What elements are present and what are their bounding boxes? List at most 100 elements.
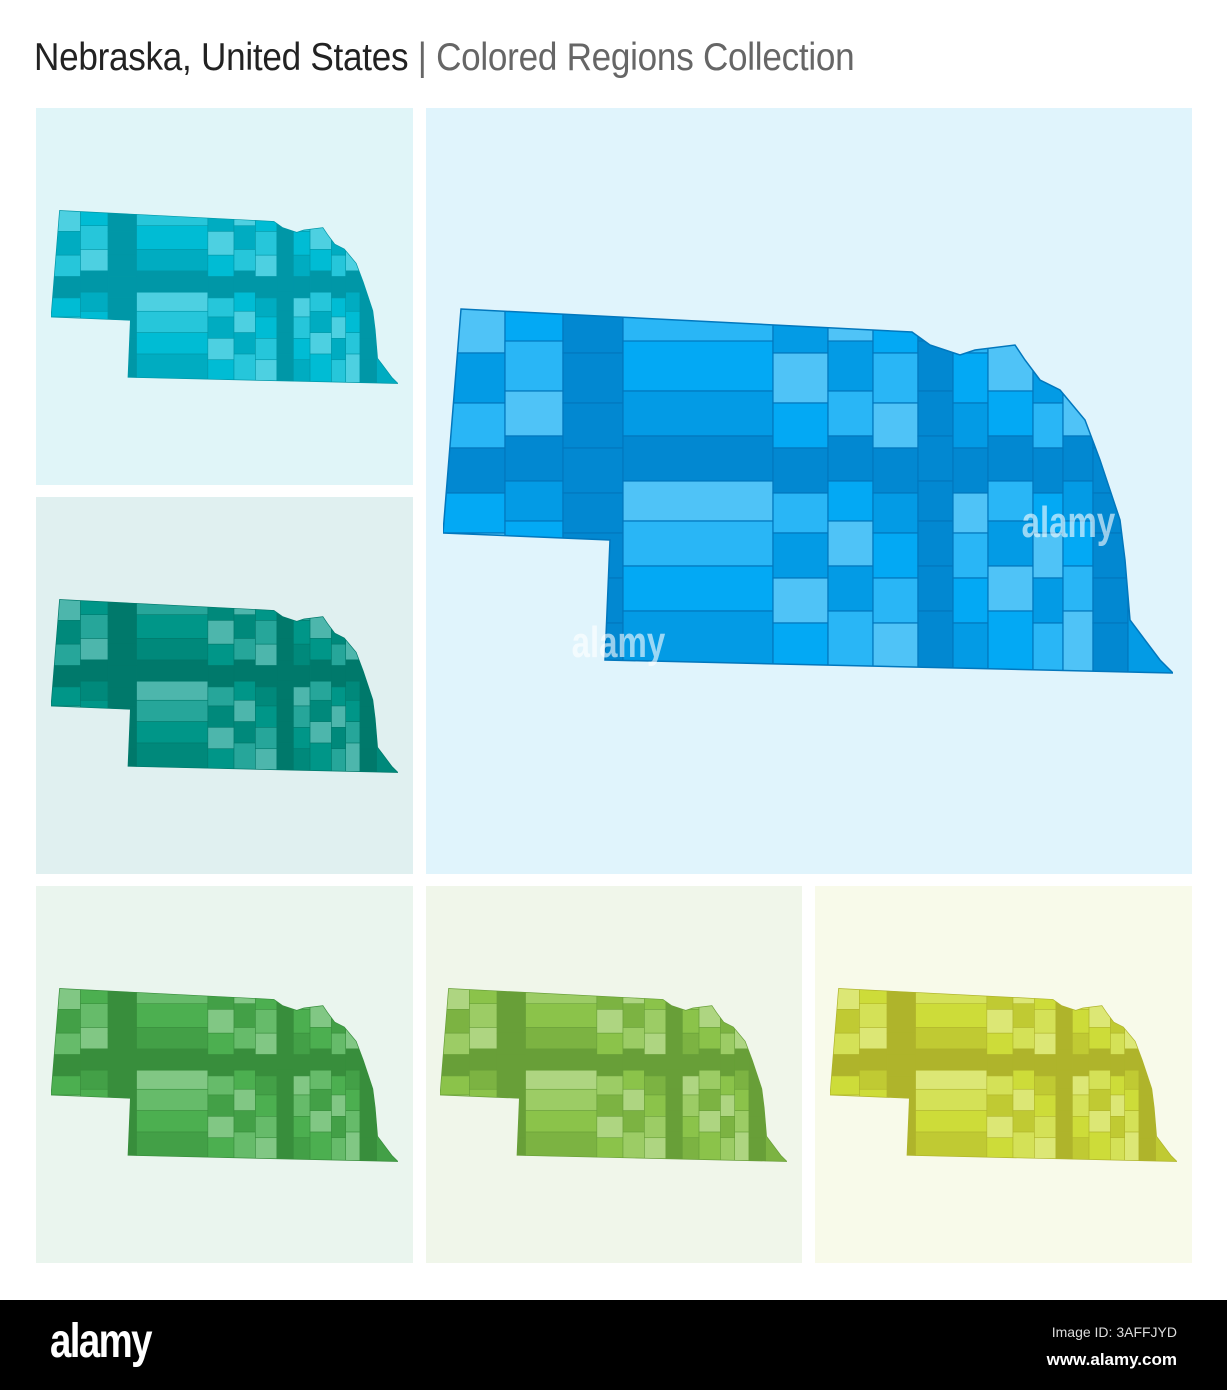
nebraska-map-cyan — [51, 210, 398, 384]
county — [233, 638, 256, 661]
county — [987, 480, 1034, 522]
county — [1124, 1131, 1140, 1162]
county — [917, 565, 954, 612]
county — [1138, 1137, 1156, 1162]
county — [859, 1027, 888, 1050]
county — [1032, 309, 1064, 354]
county — [765, 1027, 787, 1050]
county — [309, 1003, 332, 1028]
county — [440, 1094, 470, 1117]
county — [293, 620, 311, 645]
county — [276, 1069, 294, 1090]
county — [359, 643, 377, 666]
county — [345, 310, 361, 333]
alamy-logo[interactable]: alamy — [50, 1315, 152, 1368]
county — [136, 353, 209, 384]
county — [107, 620, 137, 645]
county — [309, 638, 332, 661]
county — [1124, 1003, 1140, 1028]
county — [987, 390, 1034, 437]
county — [276, 1088, 294, 1111]
county — [644, 1032, 667, 1055]
county — [207, 643, 235, 666]
county — [644, 1094, 667, 1117]
county — [952, 492, 989, 534]
county — [359, 1075, 377, 1096]
county — [1062, 435, 1094, 482]
county — [136, 291, 209, 312]
county — [1032, 577, 1064, 624]
county — [376, 680, 398, 701]
county — [276, 353, 294, 384]
county — [376, 332, 398, 355]
county — [886, 1075, 916, 1096]
county — [276, 614, 294, 639]
county — [80, 291, 109, 312]
county — [1155, 1027, 1177, 1050]
county — [765, 988, 787, 1010]
county — [293, 599, 311, 621]
county — [359, 1116, 377, 1139]
county — [827, 610, 874, 673]
county — [207, 316, 235, 339]
county — [1088, 1110, 1111, 1133]
county — [1072, 1032, 1090, 1055]
county — [772, 532, 829, 579]
website-link[interactable]: www.alamy.com — [1046, 1350, 1177, 1369]
county — [233, 659, 256, 682]
county — [345, 699, 361, 722]
county — [525, 1069, 598, 1090]
county — [562, 492, 624, 534]
county — [1110, 1032, 1125, 1055]
county — [331, 297, 346, 318]
county — [622, 1069, 645, 1090]
counties — [440, 988, 787, 1162]
county — [772, 352, 829, 404]
county — [376, 249, 398, 272]
county — [525, 1003, 598, 1028]
county — [136, 1088, 209, 1111]
county — [276, 1131, 294, 1162]
county — [107, 1075, 137, 1096]
county — [917, 390, 954, 437]
county — [207, 748, 235, 773]
county — [1088, 1069, 1111, 1090]
county — [469, 1069, 498, 1090]
county — [1127, 340, 1173, 392]
county — [331, 1137, 346, 1162]
county — [80, 614, 109, 639]
county — [51, 338, 81, 361]
county — [622, 1110, 645, 1133]
county — [359, 338, 377, 361]
county — [345, 988, 361, 1010]
county — [1124, 1088, 1140, 1111]
county — [80, 225, 109, 250]
county — [830, 1075, 860, 1096]
county — [859, 1110, 888, 1133]
county — [136, 1027, 209, 1050]
county — [80, 332, 109, 355]
county — [51, 231, 81, 256]
county — [596, 1116, 624, 1139]
county — [80, 721, 109, 744]
county — [276, 680, 294, 701]
county — [1012, 1027, 1035, 1050]
county — [986, 1032, 1014, 1055]
map-panel-teal — [36, 497, 413, 874]
county — [207, 359, 235, 384]
county — [1155, 1069, 1177, 1090]
county — [665, 1027, 683, 1050]
nebraska-map-teal — [51, 599, 398, 773]
county — [207, 665, 235, 688]
county — [720, 1137, 735, 1162]
image-id: Image ID: 3AFFJYD — [1051, 1324, 1177, 1340]
county — [309, 249, 332, 272]
county — [293, 231, 311, 256]
county — [1127, 565, 1173, 612]
county — [665, 1048, 683, 1071]
county — [525, 1088, 598, 1111]
county — [915, 1131, 988, 1162]
county — [952, 352, 989, 404]
county — [830, 1116, 860, 1139]
county — [1034, 1032, 1057, 1055]
